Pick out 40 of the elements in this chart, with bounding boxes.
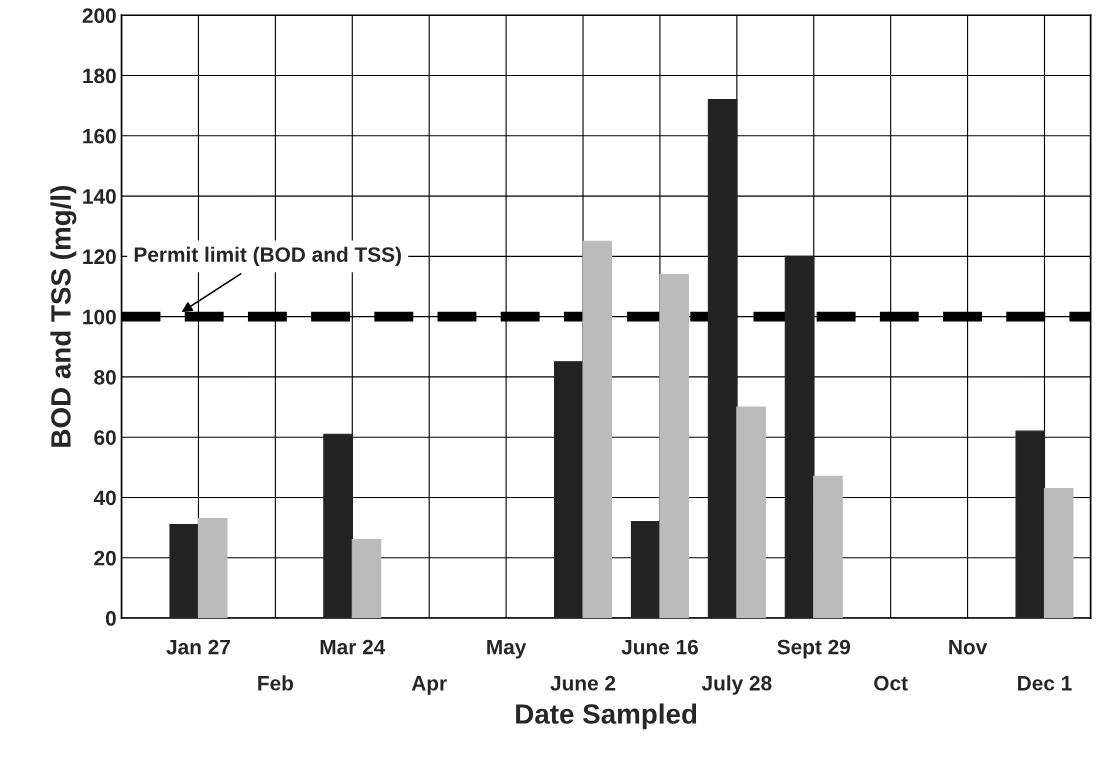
bar <box>630 521 661 619</box>
bar <box>582 240 613 619</box>
y-tick-label: 160 <box>83 128 116 144</box>
x-tick-label: Feb <box>258 675 294 691</box>
bar <box>784 255 815 619</box>
bar <box>554 361 584 619</box>
y-tick-label: 40 <box>93 490 116 506</box>
y-tick-label: 60 <box>94 430 116 445</box>
ref-line-label: Permit limit (BOD and TSS) <box>134 246 401 267</box>
x-tick-label: Sept 29 <box>777 639 851 659</box>
x-tick-label: June 2 <box>550 675 616 691</box>
y-tick-label: 20 <box>94 550 116 566</box>
bar <box>813 475 843 619</box>
bar <box>707 99 738 619</box>
bar <box>736 406 766 619</box>
x-axis-title: Date Sampled <box>516 703 697 730</box>
bar <box>659 273 689 619</box>
x-tick-label: Mar 24 <box>320 639 386 655</box>
y-tick-label: 120 <box>83 249 116 265</box>
y-axis-title: BOD and TSS (mg/l) <box>50 186 77 447</box>
x-tick-label: Nov <box>949 639 988 655</box>
bar <box>351 539 382 619</box>
x-tick-label: Apr <box>411 676 447 695</box>
y-tick-label: 0 <box>105 611 116 626</box>
y-tick-label: 100 <box>83 309 116 325</box>
bar <box>197 518 228 619</box>
y-tick-label: 80 <box>94 369 116 385</box>
x-tick-label: May <box>487 639 527 659</box>
bar <box>1015 430 1046 619</box>
x-tick-label: July 28 <box>701 675 772 695</box>
bar <box>323 433 353 619</box>
bar <box>1043 487 1074 619</box>
y-tick-label: 200 <box>82 8 116 24</box>
x-tick-label: Dec 1 <box>1018 676 1072 691</box>
x-tick-label: June 16 <box>621 639 698 655</box>
bar <box>169 524 200 619</box>
x-tick-label: Oct <box>874 675 908 691</box>
y-tick-label: 180 <box>83 68 116 84</box>
x-tick-label: Jan 27 <box>166 639 230 655</box>
y-tick-label: 140 <box>83 189 116 204</box>
